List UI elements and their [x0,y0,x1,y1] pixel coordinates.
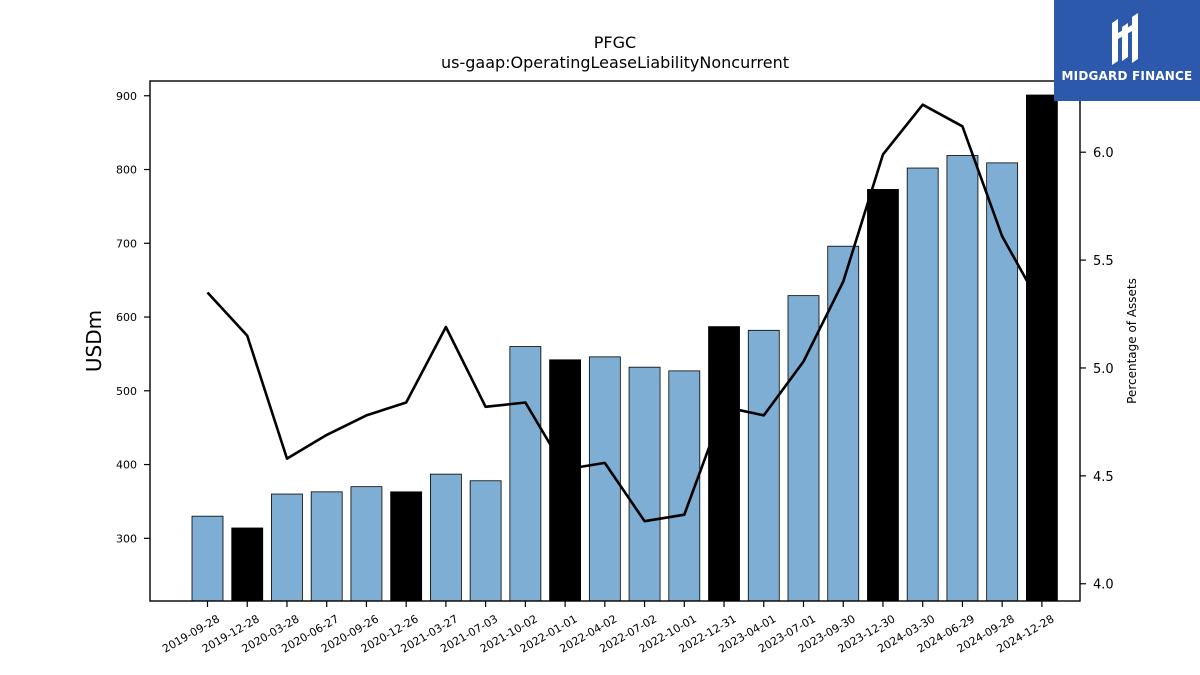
y2-tick-label: 5.0 [1093,362,1114,377]
y2-tick-label: 4.5 [1093,470,1114,485]
y2-tick-label: 6.0 [1093,146,1114,161]
y-tick-label: 300 [116,532,137,545]
bar [946,155,979,602]
y-tick-label: 700 [116,237,137,250]
bar [231,527,264,602]
y-axis-right: 4.0 4.5 5.0 5.5 6.0 [1080,146,1114,593]
line-group [206,103,1044,523]
bar [747,329,780,602]
bar [310,491,343,602]
bar [708,326,740,602]
bar [390,491,423,602]
y-tick-label: 500 [116,385,137,398]
chart-subtitle: us-gaap:OperatingLeaseLiabilityNoncurren… [441,53,789,72]
bar [549,359,581,602]
y-axis-left: 300 400 500 600 700 800 900 [116,90,150,545]
bar [1026,94,1058,602]
logo-mark-icon [1112,13,1138,65]
y2-tick-label: 4.0 [1093,578,1114,593]
bar [906,167,939,602]
bar [509,346,542,602]
bar [986,162,1019,602]
x-axis: 2019-09-282019-12-282020-03-282020-06-27… [160,601,1056,656]
bar [429,473,462,602]
bar-group [191,94,1058,602]
bar [787,295,820,602]
y-tick-label: 600 [116,311,137,324]
y-axis-label: USDm [82,310,106,372]
bar [350,486,383,602]
plot-frame [149,80,1081,602]
bar [469,480,502,602]
y2-tick-label: 5.5 [1093,254,1114,269]
y-tick-label: 800 [116,164,137,177]
bar [191,515,224,602]
chart-title: PFGC [594,33,636,52]
bar [628,366,661,602]
y-tick-label: 900 [116,90,137,103]
y-tick-label: 400 [116,459,137,472]
brand-logo: MIDGARD FINANCE [1054,0,1200,101]
y2-axis-label: Percentage of Assets [1125,278,1139,404]
bar [867,189,899,602]
series-line [206,103,1044,523]
bar [271,493,303,602]
logo-text: MIDGARD FINANCE [1061,69,1193,83]
bar [827,245,860,602]
